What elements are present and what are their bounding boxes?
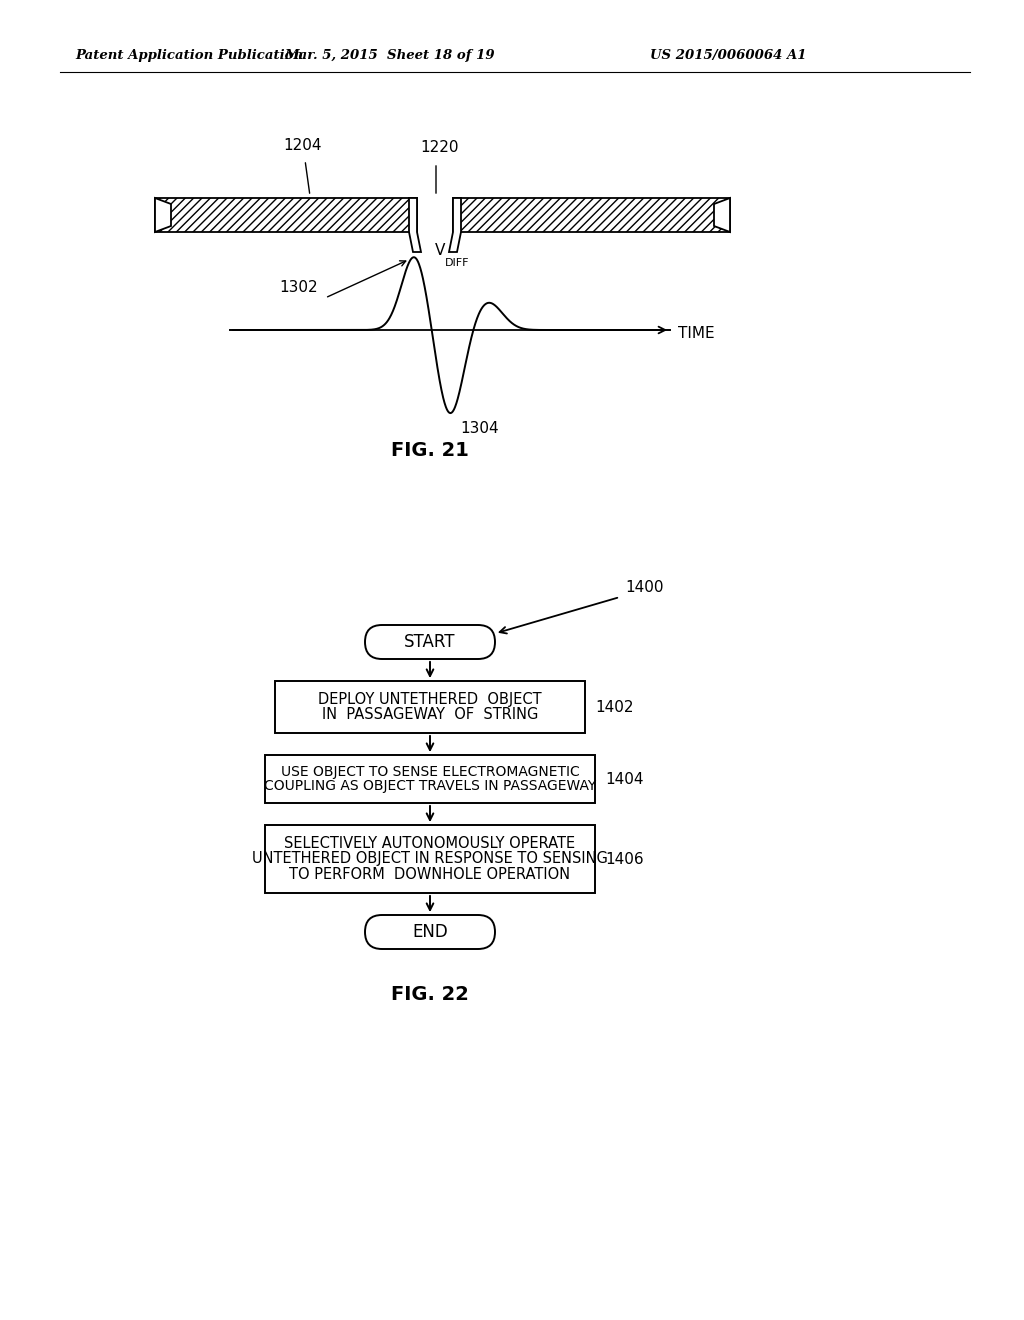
Text: DIFF: DIFF bbox=[445, 257, 469, 268]
Text: 1302: 1302 bbox=[280, 280, 318, 294]
Polygon shape bbox=[714, 198, 730, 232]
Text: V: V bbox=[435, 243, 445, 257]
Polygon shape bbox=[155, 198, 171, 232]
Text: 1220: 1220 bbox=[420, 140, 459, 154]
Text: END: END bbox=[412, 923, 447, 941]
Text: 1404: 1404 bbox=[605, 771, 643, 787]
Text: 1400: 1400 bbox=[625, 579, 664, 594]
Text: TO PERFORM  DOWNHOLE OPERATION: TO PERFORM DOWNHOLE OPERATION bbox=[290, 867, 570, 882]
Text: 1304: 1304 bbox=[460, 421, 499, 436]
Text: Mar. 5, 2015  Sheet 18 of 19: Mar. 5, 2015 Sheet 18 of 19 bbox=[285, 49, 496, 62]
Text: TIME: TIME bbox=[678, 326, 715, 341]
Bar bbox=[155, 198, 417, 232]
Text: FIG. 22: FIG. 22 bbox=[391, 985, 469, 1003]
Text: 1204: 1204 bbox=[283, 139, 322, 153]
Text: FIG. 21: FIG. 21 bbox=[391, 441, 469, 459]
FancyBboxPatch shape bbox=[365, 624, 495, 659]
Text: UNTETHERED OBJECT IN RESPONSE TO SENSING: UNTETHERED OBJECT IN RESPONSE TO SENSING bbox=[252, 851, 608, 866]
Text: SELECTIVELY AUTONOMOUSLY OPERATE: SELECTIVELY AUTONOMOUSLY OPERATE bbox=[285, 837, 575, 851]
Bar bbox=[265, 755, 595, 803]
FancyBboxPatch shape bbox=[365, 915, 495, 949]
Text: USE OBJECT TO SENSE ELECTROMAGNETIC: USE OBJECT TO SENSE ELECTROMAGNETIC bbox=[281, 764, 580, 779]
Text: COUPLING AS OBJECT TRAVELS IN PASSAGEWAY: COUPLING AS OBJECT TRAVELS IN PASSAGEWAY bbox=[264, 779, 596, 793]
Polygon shape bbox=[409, 198, 421, 252]
Bar bbox=[265, 825, 595, 894]
Text: 1402: 1402 bbox=[595, 700, 634, 714]
Text: IN  PASSAGEWAY  OF  STRING: IN PASSAGEWAY OF STRING bbox=[322, 708, 539, 722]
Text: START: START bbox=[404, 634, 456, 651]
Bar bbox=[275, 681, 585, 733]
Bar bbox=[453, 198, 730, 232]
Text: DEPLOY UNTETHERED  OBJECT: DEPLOY UNTETHERED OBJECT bbox=[318, 692, 542, 708]
Text: US 2015/0060064 A1: US 2015/0060064 A1 bbox=[650, 49, 807, 62]
Polygon shape bbox=[449, 198, 461, 252]
Text: Patent Application Publication: Patent Application Publication bbox=[75, 49, 303, 62]
Text: 1406: 1406 bbox=[605, 851, 644, 866]
